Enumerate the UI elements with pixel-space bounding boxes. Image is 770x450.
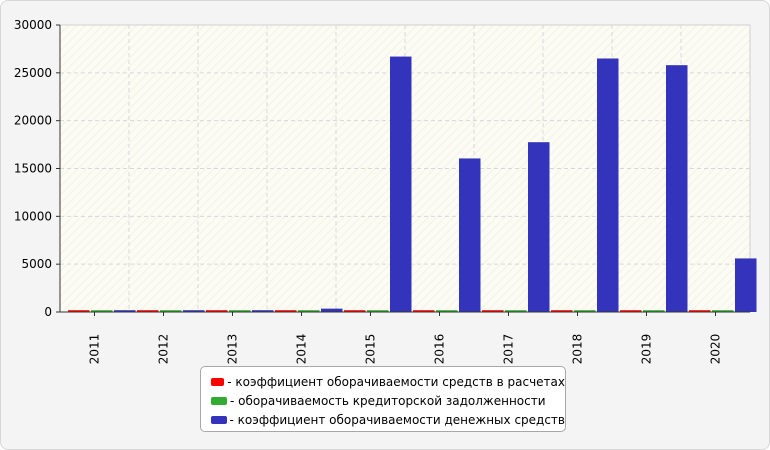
bar-2012-series-1 [137,310,159,312]
legend-item-payables-turnover: - оборачиваемость кредиторской задолженн… [211,391,565,410]
legend: - коэффициент оборачиваемости средств в … [200,366,566,432]
axes-group: 0 5000 10000 15000 20000 25000 30000 2011 2012 20… [14,18,750,364]
bar-2012-series-3 [183,310,205,312]
bar-2017-series-3 [528,142,550,312]
bar-2018-series-3 [597,58,619,312]
bar-2014-series-3 [321,308,343,312]
bar-2017-series-1 [482,310,504,312]
x-tick-label: 2016 [433,334,447,365]
y-tick-label: 5000 [21,257,52,271]
bar-2013-series-3 [252,310,274,312]
bar-2014-series-2 [298,310,320,312]
bar-2019-series-1 [620,310,642,312]
bar-2015-series-1 [344,310,366,312]
bar-2011-series-2 [91,310,113,312]
legend-item-cash-turnover: - коэффициент оборачиваемости денежных с… [211,410,565,429]
bar-2015-series-2 [367,310,389,312]
x-tick-label: 2017 [502,334,516,365]
y-tick-label: 20000 [14,114,52,128]
bar-2020-series-3 [735,258,757,312]
bar-2018-series-1 [551,310,573,312]
x-tick-label: 2011 [88,334,102,365]
bar-2020-series-2 [712,310,734,312]
bar-2016-series-3 [459,158,481,312]
x-tick-label: 2012 [157,334,171,365]
y-tick-label: 10000 [14,209,52,223]
bar-2018-series-2 [574,310,596,312]
legend-label: - коэффициент оборачиваемости денежных с… [229,412,566,427]
bar-2012-series-2 [160,310,182,312]
y-tick-label: 0 [44,305,52,319]
bar-2020-series-1 [689,310,711,312]
bar-2013-series-1 [206,310,228,312]
legend-swatch-blue [211,415,227,424]
x-tick-label: 2018 [571,334,585,365]
legend-swatch-green [211,396,227,405]
x-tick-label: 2014 [295,334,309,365]
x-tick-label: 2015 [364,334,378,365]
bar-2016-series-2 [436,310,458,312]
legend-label: - коэффициент оборачиваемости средств в … [227,374,565,389]
y-tick-label: 25000 [14,66,52,80]
bar-2016-series-1 [413,310,435,312]
x-tick-label: 2020 [709,334,723,365]
bar-2017-series-2 [505,310,527,312]
y-tick-label: 15000 [14,162,52,176]
bar-2015-series-3 [390,56,412,312]
legend-swatch-red [211,377,225,386]
bar-2011-series-1 [68,310,90,312]
y-tick-label: 30000 [14,18,52,32]
bar-2019-series-2 [643,310,665,312]
bar-2013-series-2 [229,310,251,312]
bar-2011-series-3 [114,310,136,312]
x-tick-label: 2013 [226,334,240,365]
bar-2014-series-1 [275,310,297,312]
bar-2019-series-3 [666,65,688,313]
x-tick-label: 2019 [640,334,654,365]
legend-label: - оборачиваемость кредиторской задолженн… [230,393,546,408]
legend-item-receivables-turnover: - коэффициент оборачиваемости средств в … [211,372,565,391]
bars-group [68,56,757,313]
